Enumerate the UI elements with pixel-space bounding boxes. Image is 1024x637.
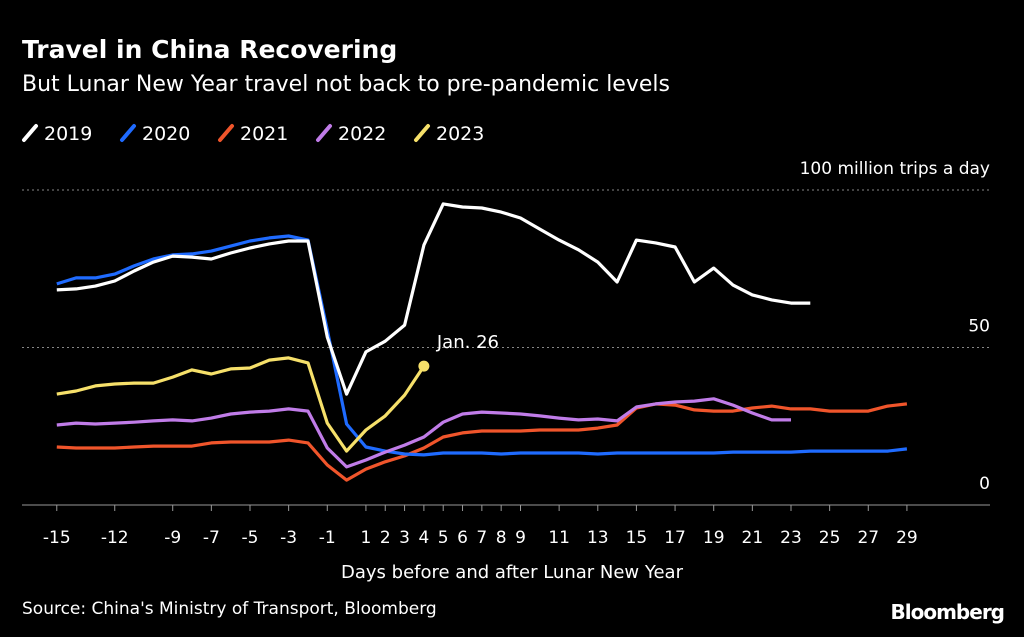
x-tick-label: 27	[857, 528, 879, 548]
y-tick-label: 0	[979, 474, 990, 494]
brand: Bloomberg	[891, 600, 1004, 624]
source: Source: China's Ministry of Transport, B…	[22, 599, 437, 619]
x-tick-label: 25	[819, 528, 841, 548]
x-tick-label: 11	[548, 528, 570, 548]
x-tick-label: 2	[380, 528, 391, 548]
x-tick-label: 13	[587, 528, 609, 548]
chart-title: Travel in China Recovering	[22, 35, 397, 64]
series-line	[56, 356, 426, 453]
x-tick-label: 19	[703, 528, 725, 548]
x-tick-label: 5	[438, 528, 449, 548]
x-tick-label: 21	[742, 528, 764, 548]
x-tick-label: 15	[626, 528, 648, 548]
x-tick-label: -3	[280, 528, 297, 548]
legend-label: 2021	[240, 123, 288, 145]
legend-swatch	[22, 124, 38, 142]
legend-label: 2019	[44, 123, 92, 145]
x-tick-label: 4	[418, 528, 429, 548]
x-tick-label: 8	[496, 528, 507, 548]
legend-swatch	[316, 124, 332, 142]
x-tick-label: -7	[203, 528, 220, 548]
x-tick-label: 29	[896, 528, 918, 548]
annotation: Jan. 26	[436, 332, 499, 353]
end-point	[418, 360, 430, 372]
y-tick-label: 50	[968, 317, 990, 337]
series-line	[56, 397, 791, 469]
y-tick-label: 100 million trips a day	[800, 159, 990, 179]
x-tick-label: -5	[242, 528, 259, 548]
legend-label: 2022	[338, 123, 386, 145]
x-tick-label: 1	[361, 528, 372, 548]
x-tick-label: 9	[515, 528, 526, 548]
legend-label: 2020	[142, 123, 190, 145]
series-line	[56, 234, 908, 457]
x-tick-label: 6	[457, 528, 468, 548]
x-tick-label: -15	[43, 528, 71, 548]
legend-label: 2023	[436, 123, 484, 145]
x-tick-label: 3	[399, 528, 410, 548]
x-tick-label: 7	[476, 528, 487, 548]
series-line	[56, 402, 908, 482]
x-tick-label: -12	[101, 528, 129, 548]
series-line	[56, 202, 811, 396]
x-tick-label: -1	[319, 528, 336, 548]
x-tick-label: -9	[164, 528, 181, 548]
x-axis-label: Days before and after Lunar New Year	[341, 562, 684, 583]
legend-swatch	[218, 124, 234, 142]
x-tick-label: 23	[780, 528, 802, 548]
chart-subtitle: But Lunar New Year travel not back to pr…	[22, 72, 670, 97]
legend-swatch	[414, 124, 430, 142]
x-tick-label: 17	[664, 528, 686, 548]
legend-swatch	[120, 124, 136, 142]
